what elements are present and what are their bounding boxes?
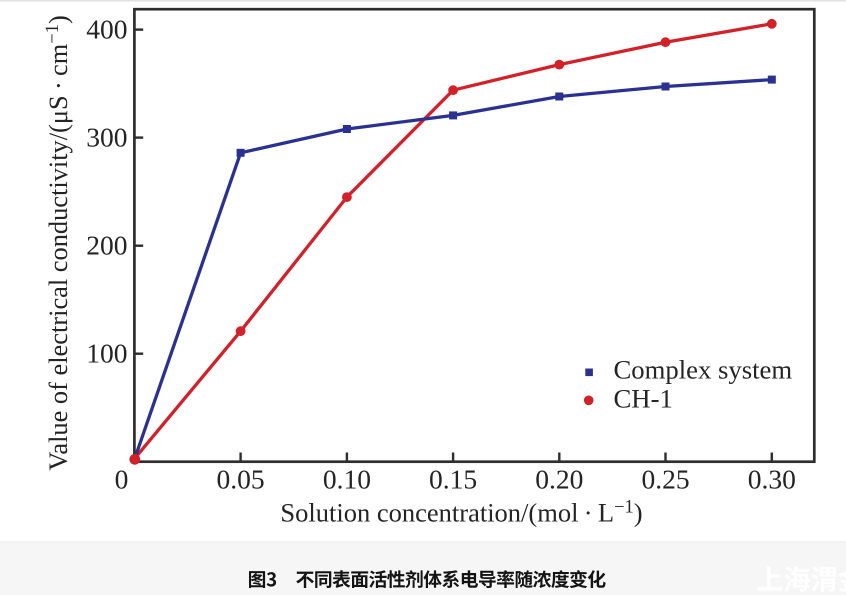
svg-text:Complex system: Complex system (614, 355, 793, 385)
svg-text:0: 0 (115, 464, 129, 495)
svg-text:0.15: 0.15 (429, 464, 477, 495)
svg-text:0.25: 0.25 (641, 464, 689, 495)
svg-text:0.20: 0.20 (535, 464, 583, 495)
svg-text:Solution concentration/(mol ·: Solution concentration/(mol · L−1) (280, 498, 642, 528)
svg-text:400: 400 (86, 14, 127, 45)
svg-text:300: 300 (86, 122, 127, 153)
svg-text:CH-1: CH-1 (614, 383, 673, 413)
svg-text:200: 200 (86, 230, 127, 261)
svg-text:100: 100 (86, 338, 127, 369)
svg-text:0.30: 0.30 (748, 464, 796, 495)
svg-text:0.05: 0.05 (217, 464, 265, 495)
svg-text:0.10: 0.10 (323, 464, 371, 495)
svg-text:Value of electrical conductivi: Value of electrical conductivity/(μS · c… (43, 15, 73, 471)
